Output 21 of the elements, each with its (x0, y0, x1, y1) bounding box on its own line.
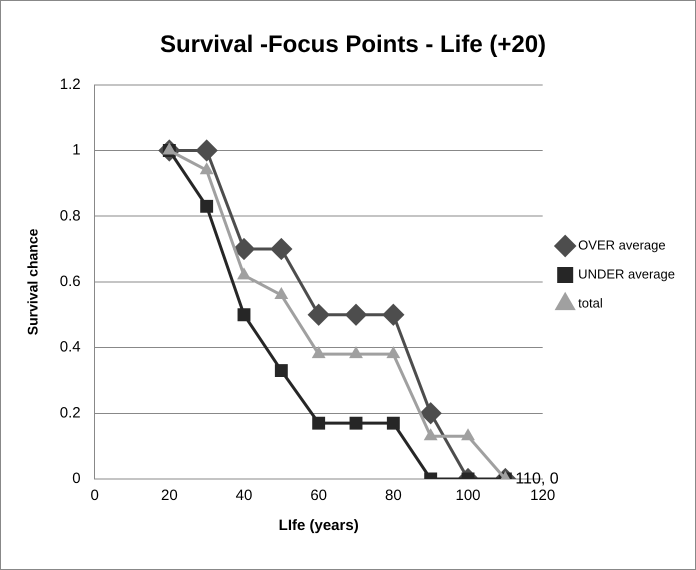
chart-title: Survival -Focus Points - Life (+20) (160, 31, 546, 58)
x-tick-label: 20 (160, 487, 178, 504)
x-tick-label: 80 (384, 487, 402, 504)
y-tick-label: 0.8 (60, 207, 81, 224)
y-tick-label: 0 (72, 470, 81, 488)
x-tick-label: 0 (90, 487, 99, 504)
x-tick-label: 120 (530, 487, 556, 504)
x-tick-label: 40 (236, 487, 252, 504)
x-axis-title: LIfe (years) (278, 517, 359, 534)
y-tick-label: 0.6 (60, 273, 81, 290)
legend-label: UNDER average (578, 266, 676, 282)
y-tick-label: 1 (72, 142, 81, 159)
y-axis-title: Survival chance (24, 228, 40, 336)
y-tick-label: 1.2 (60, 76, 81, 93)
x-tick-label: 100 (456, 487, 481, 504)
y-tick-label: 0.4 (60, 338, 81, 356)
x-tick-label: 60 (310, 487, 328, 504)
annotation: 110, 0 (515, 470, 559, 488)
y-tick-label: 0.2 (60, 404, 81, 422)
legend-label: total (578, 296, 603, 311)
legend-label: OVER average (578, 238, 666, 253)
